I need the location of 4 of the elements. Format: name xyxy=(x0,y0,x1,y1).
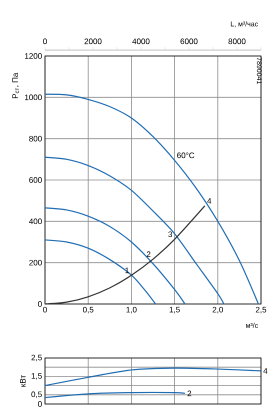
line-series xyxy=(44,368,262,386)
line-series xyxy=(44,239,156,305)
line-series xyxy=(44,156,224,305)
line-series xyxy=(44,94,260,305)
